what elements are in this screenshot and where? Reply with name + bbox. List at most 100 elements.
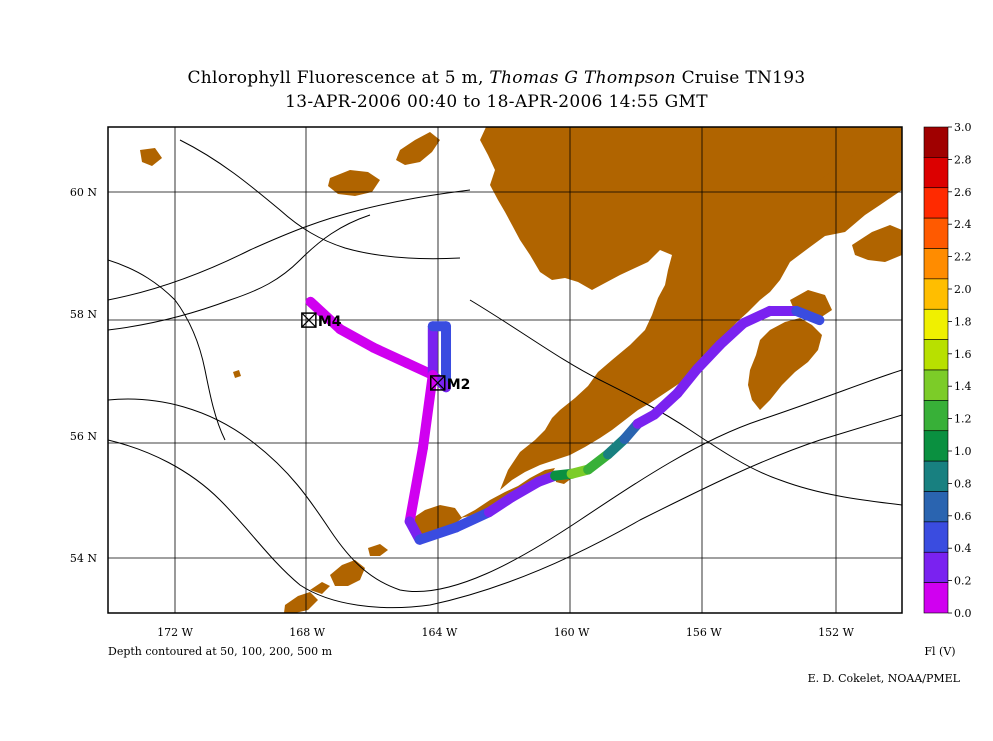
colorbar-label: 0.8 — [954, 477, 972, 490]
kodiak-island — [748, 318, 822, 410]
ship-name: Thomas G Thompson — [489, 68, 676, 88]
contour-west — [108, 259, 226, 441]
colorbar-label: 2.2 — [954, 251, 972, 264]
colorbar-swatch — [923, 551, 949, 583]
station-cross — [430, 375, 446, 391]
x-tick-label: 168 W — [289, 626, 325, 639]
kenai-peninsula — [852, 225, 902, 262]
colorbar-label: 1.2 — [954, 413, 972, 426]
x-tick-label: 164 W — [421, 626, 457, 639]
depth-note: Depth contoured at 50, 100, 200, 500 m — [108, 645, 333, 658]
colorbar-swatch — [923, 157, 949, 189]
colorbar-label: 2.4 — [954, 218, 972, 231]
colorbar-label: 0.0 — [954, 607, 972, 620]
x-axis-ticks: 172 W 168 W 164 W 160 W 156 W 152 W — [157, 626, 854, 639]
colorbar-label: 2.0 — [954, 283, 972, 296]
track-segment — [305, 296, 346, 335]
aleutian-islands-a — [284, 592, 318, 613]
station-label: M2 — [447, 377, 471, 393]
cruise-track — [305, 296, 825, 545]
colorbar-swatch — [923, 126, 949, 158]
track-segment — [672, 363, 703, 399]
track-segment — [335, 324, 379, 353]
station-box-icon — [301, 312, 317, 328]
x-tick-label: 160 W — [554, 626, 590, 639]
colorbar-label: 1.6 — [954, 348, 972, 361]
x-tick-label: 172 W — [157, 626, 193, 639]
nelson-island — [396, 132, 440, 165]
track-segment — [507, 476, 544, 502]
colorbar-label: 0.2 — [954, 575, 972, 588]
y-tick-label: 58 N — [70, 308, 97, 321]
station-label: M4 — [318, 314, 342, 330]
colorbar-swatch — [923, 460, 949, 492]
colorbar-swatch — [923, 217, 949, 249]
colorbar-units: Fl (V) — [924, 645, 955, 658]
track-segment — [692, 339, 726, 374]
colorbar-swatch — [923, 430, 949, 462]
depth-contours — [108, 139, 902, 609]
track-segment — [368, 342, 412, 368]
kenai-coast — [820, 127, 902, 222]
colorbar-label: 0.4 — [954, 542, 972, 555]
x-tick-label: 152 W — [818, 626, 854, 639]
contour-shelf-inner — [469, 299, 902, 506]
alaska-mainland — [480, 127, 902, 490]
y-axis-ticks: 60 N 58 N 56 N 54 N — [70, 186, 97, 565]
colorbar-swatch — [923, 491, 949, 523]
station-marker: M4 — [301, 312, 342, 330]
contour-200m — [108, 369, 902, 592]
colorbar-label: 2.8 — [954, 153, 972, 166]
colorbar: 3.0 2.8 2.6 2.4 2.2 2.0 1.8 1.6 1.4 1.2 1.0 0.8 0.6 0… — [923, 121, 972, 620]
colorbar-label: 0.6 — [954, 510, 972, 523]
colorbar-label: 2.6 — [954, 186, 972, 199]
land-masses — [140, 127, 902, 613]
mooring-stations: M4 M2 — [301, 312, 471, 393]
colorbar-swatch — [923, 248, 949, 280]
colorbar-swatch — [923, 339, 949, 371]
map-frame — [107, 126, 903, 614]
graticule — [108, 127, 902, 613]
pribilof-island — [233, 370, 241, 378]
track-segment — [414, 522, 461, 545]
chart-title: Chlorophyll Fluorescence at 5 m, Thomas … — [0, 68, 993, 88]
y-tick-label: 56 N — [70, 430, 97, 443]
track-segment — [791, 305, 825, 326]
contour-50m — [108, 189, 471, 301]
nunivak-island — [328, 170, 380, 196]
colorbar-swatch — [923, 582, 949, 614]
contour-500m — [108, 414, 902, 609]
colorbar-swatch — [923, 521, 949, 553]
colorbar-label: 1.8 — [954, 315, 972, 328]
track-segment — [715, 318, 749, 350]
colorbar-label: 1.4 — [954, 380, 972, 393]
contour-100m — [108, 214, 371, 331]
map-area: M4 M2 — [108, 127, 902, 613]
station-cross — [301, 312, 317, 328]
title-cruise: Cruise TN193 — [675, 68, 806, 88]
saint-lawrence-edge — [140, 148, 162, 166]
colorbar-label: 3.0 — [954, 121, 972, 134]
station-marker: M2 — [429, 375, 471, 393]
contour-north — [179, 139, 461, 260]
credit: E. D. Cokelet, NOAA/PMEL — [808, 672, 961, 685]
colorbar-swatch — [923, 369, 949, 401]
colorbar-swatch — [923, 308, 949, 340]
y-tick-label: 54 N — [70, 552, 97, 565]
station-box-icon — [429, 375, 446, 391]
colorbar-swatch — [923, 187, 949, 219]
colorbar-swatch — [923, 400, 949, 432]
chart-subtitle: 13-APR-2006 00:40 to 18-APR-2006 14:55 G… — [285, 92, 708, 112]
track-segment — [649, 388, 683, 420]
unimak-island — [410, 505, 462, 538]
aleutian-islands-b — [368, 544, 388, 556]
track-segment — [404, 443, 428, 527]
colorbar-swatch — [923, 278, 949, 310]
colorbar-label: 1.0 — [954, 445, 972, 458]
y-tick-label: 60 N — [70, 186, 97, 199]
unalaska-island — [330, 560, 365, 586]
aleutian-islands-c — [310, 582, 330, 594]
title-text: Chlorophyll Fluorescence at 5 m, — [187, 68, 490, 88]
x-tick-label: 156 W — [686, 626, 722, 639]
